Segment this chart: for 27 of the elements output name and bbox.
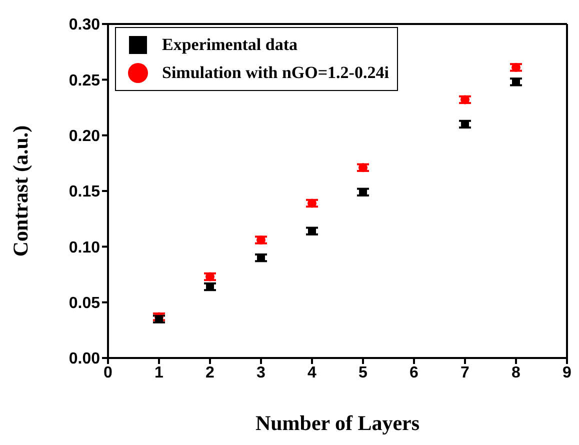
y-tick-label: 0.20: [68, 128, 100, 146]
x-tick-label: 9: [562, 364, 572, 382]
x-tick-label: 8: [512, 364, 521, 382]
point: [460, 95, 470, 104]
y-tick-label: 0.10: [68, 239, 100, 256]
y-tick-label: 0.30: [68, 16, 100, 34]
x-tick-label: 0: [104, 364, 113, 382]
point: [512, 62, 520, 72]
y-tick-label: 0.05: [68, 295, 100, 312]
y-tick-label: 0.00: [68, 350, 100, 368]
x-axis-title: Number of Layers: [255, 411, 420, 435]
x-tick-label: 6: [410, 364, 419, 382]
x-tick-label: 2: [206, 364, 215, 382]
point: [206, 272, 214, 282]
x-tick-label: 1: [154, 364, 164, 382]
legend-label: Simulation with nGO=1.2-0.24i: [162, 62, 389, 84]
point: [256, 235, 266, 244]
x-tick-label: 4: [308, 364, 317, 382]
point: [358, 163, 368, 172]
x-tick-label: 3: [256, 364, 266, 382]
x-tick-label: 5: [358, 364, 368, 382]
legend-label: Experimental data: [162, 34, 298, 56]
y-tick-label: 0.25: [68, 72, 100, 90]
y-tick-label: 0.15: [68, 184, 100, 201]
point: [308, 198, 316, 208]
x-tick-label: 7: [460, 364, 470, 382]
y-axis-title: Contrast (a.u.): [8, 125, 32, 257]
